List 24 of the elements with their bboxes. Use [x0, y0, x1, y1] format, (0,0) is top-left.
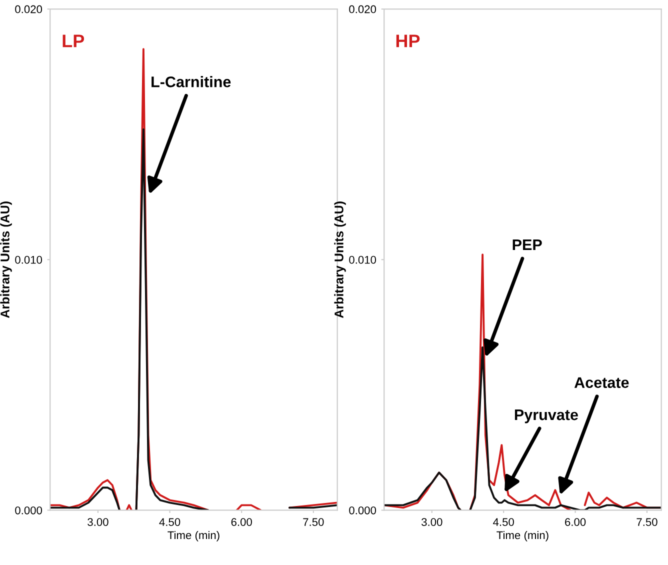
annotation: PEP: [512, 239, 542, 250]
annotation: Acetate: [574, 377, 629, 388]
x-tick-label: 7.50: [303, 518, 324, 526]
annotation: L-Carnitine: [152, 76, 231, 88]
x-tick-label: 4.50: [159, 518, 180, 526]
y-tick-label: 0.020: [15, 5, 42, 14]
x-axis-title: Time (min): [496, 530, 548, 542]
x-axis-title: Time (min): [168, 530, 220, 542]
x-tick-label: 7.50: [636, 518, 658, 526]
x-tick-label: 6.00: [565, 518, 586, 526]
y-tick-label: 0.000: [349, 506, 376, 514]
x-tick-label: 6.00: [231, 518, 252, 526]
y-tick-label: 0.020: [349, 5, 376, 14]
y-axis-title: Arbitrary Units (AU): [0, 202, 12, 318]
y-tick-label: 0.010: [349, 256, 376, 264]
y-axis-title: Arbitrary Units (AU): [334, 202, 346, 318]
text: HP: [396, 34, 420, 48]
x-tick-label: 4.50: [493, 518, 514, 526]
y-tick-label: 0.000: [15, 506, 42, 514]
x-tick-label: 3.00: [422, 518, 442, 526]
x-tick-label: 3.00: [88, 518, 108, 526]
annotation: Pyruvate: [514, 410, 578, 424]
y-tick-label: 0.010: [15, 256, 42, 264]
text: LP: [62, 34, 84, 48]
